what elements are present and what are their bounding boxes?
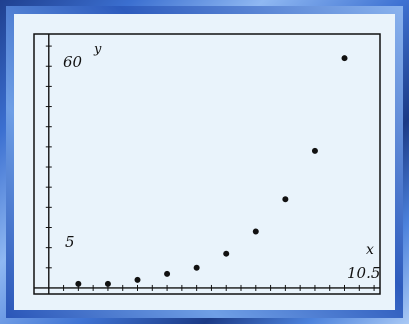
x-axis-label: x [366,242,374,258]
data-point [134,276,141,283]
data-point [311,147,318,154]
data-point [75,280,82,287]
data-point [282,196,289,203]
data-point [104,280,111,287]
x-tick-label-right: 10.5 [347,264,380,282]
y-axis-label: y [93,42,102,57]
y-tick-label-bottom: 5 [65,233,75,251]
data-point [252,228,259,235]
data-point [193,264,200,271]
data-point [164,270,171,277]
data-point [341,55,348,62]
data-point [223,250,230,257]
y-tick-label-top: 60 [63,53,83,71]
plot-window-border [33,33,381,295]
tick-marks [45,45,375,291]
data-points [75,55,348,287]
axes [34,34,380,294]
scatter-plot: 60 y 5 x 10.5 [33,33,381,295]
calculator-screen: 60 y 5 x 10.5 [14,14,395,310]
